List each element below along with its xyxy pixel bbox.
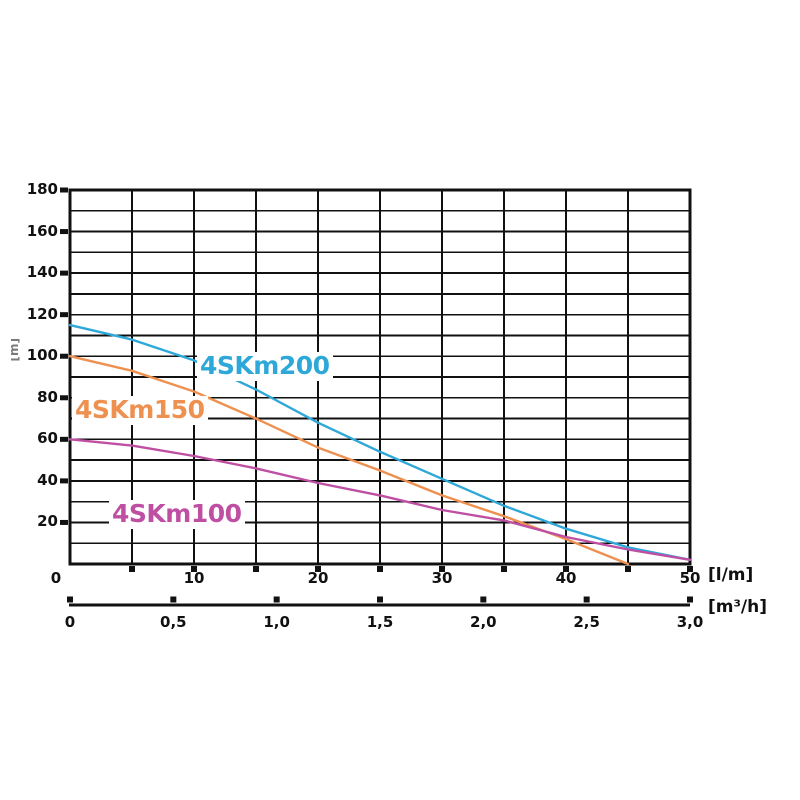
x-axis-tick — [625, 566, 631, 572]
secondary-axis-tick — [67, 596, 73, 603]
y-axis-tick — [60, 187, 68, 193]
secondary-axis-tick-label: 2,0 — [470, 613, 497, 631]
y-axis-tick-label: 60 — [37, 429, 58, 448]
secondary-axis-tick — [480, 596, 487, 603]
secondary-axis-tick-label: 1,5 — [366, 613, 394, 631]
secondary-x-axis-unit-label: [m³/h] — [708, 597, 768, 617]
primary-x-axis-unit-label: [l/m] — [708, 565, 754, 585]
y-axis-tick — [60, 353, 68, 359]
y-axis-tick — [60, 478, 68, 484]
x-axis-tick — [129, 566, 135, 572]
secondary-axis-tick-label: 0,5 — [160, 613, 187, 631]
x-axis-tick-label: 0 — [50, 569, 62, 587]
y-axis-tick — [60, 519, 68, 525]
secondary-axis-tick — [170, 596, 177, 603]
y-axis-tick — [60, 395, 68, 401]
x-axis-tick — [439, 566, 445, 572]
series-label-4skm100: 4SKm100 — [109, 499, 245, 529]
secondary-axis-tick — [687, 596, 693, 603]
x-axis-tick — [191, 566, 197, 572]
x-axis-tick — [687, 566, 693, 572]
x-axis-tick — [501, 566, 507, 572]
x-axis-tick-label: 10 — [183, 569, 205, 587]
x-axis-tick — [377, 566, 383, 572]
secondary-axis-tick-label: 0 — [64, 613, 76, 631]
y-axis-tick-label: 100 — [26, 346, 58, 365]
secondary-axis-tick — [273, 596, 280, 603]
curve-4skm100 — [68, 438, 692, 561]
y-axis-tick — [60, 270, 68, 276]
y-axis-tick-label: 80 — [37, 387, 58, 406]
y-axis-tick-label: 20 — [37, 512, 58, 531]
secondary-axis-tick — [583, 596, 590, 603]
secondary-axis-tick-label: 3,0 — [676, 613, 704, 631]
y-axis-tick — [60, 312, 68, 318]
x-axis-tick — [563, 566, 569, 572]
secondary-axis-tick-label: 2,5 — [573, 613, 600, 631]
x-axis-tick-label: 30 — [431, 569, 453, 587]
plot-border — [68, 188, 692, 566]
y-axis-tick-label: 160 — [26, 221, 58, 240]
series-label-4skm200: 4SKm200 — [197, 351, 333, 381]
secondary-axis-tick-label: 1,0 — [263, 613, 290, 631]
y-axis-tick-label: 140 — [26, 263, 58, 282]
x-axis-tick-label: 20 — [307, 569, 329, 587]
x-axis-tick — [253, 566, 259, 572]
y-axis-tick — [60, 229, 68, 235]
curve-4skm200 — [68, 323, 692, 561]
y-axis-tick-label: 40 — [37, 470, 58, 489]
y-axis-tick — [60, 436, 68, 442]
y-axis-tick-label: 180 — [26, 180, 58, 198]
x-axis-tick-label: 50 — [679, 569, 701, 587]
secondary-axis-tick — [377, 596, 383, 603]
series-label-4skm150: 4SKm150 — [72, 395, 208, 425]
x-axis-tick — [315, 566, 321, 572]
x-axis-tick-label: 40 — [555, 569, 577, 587]
y-axis-tick-label: 120 — [26, 304, 58, 323]
